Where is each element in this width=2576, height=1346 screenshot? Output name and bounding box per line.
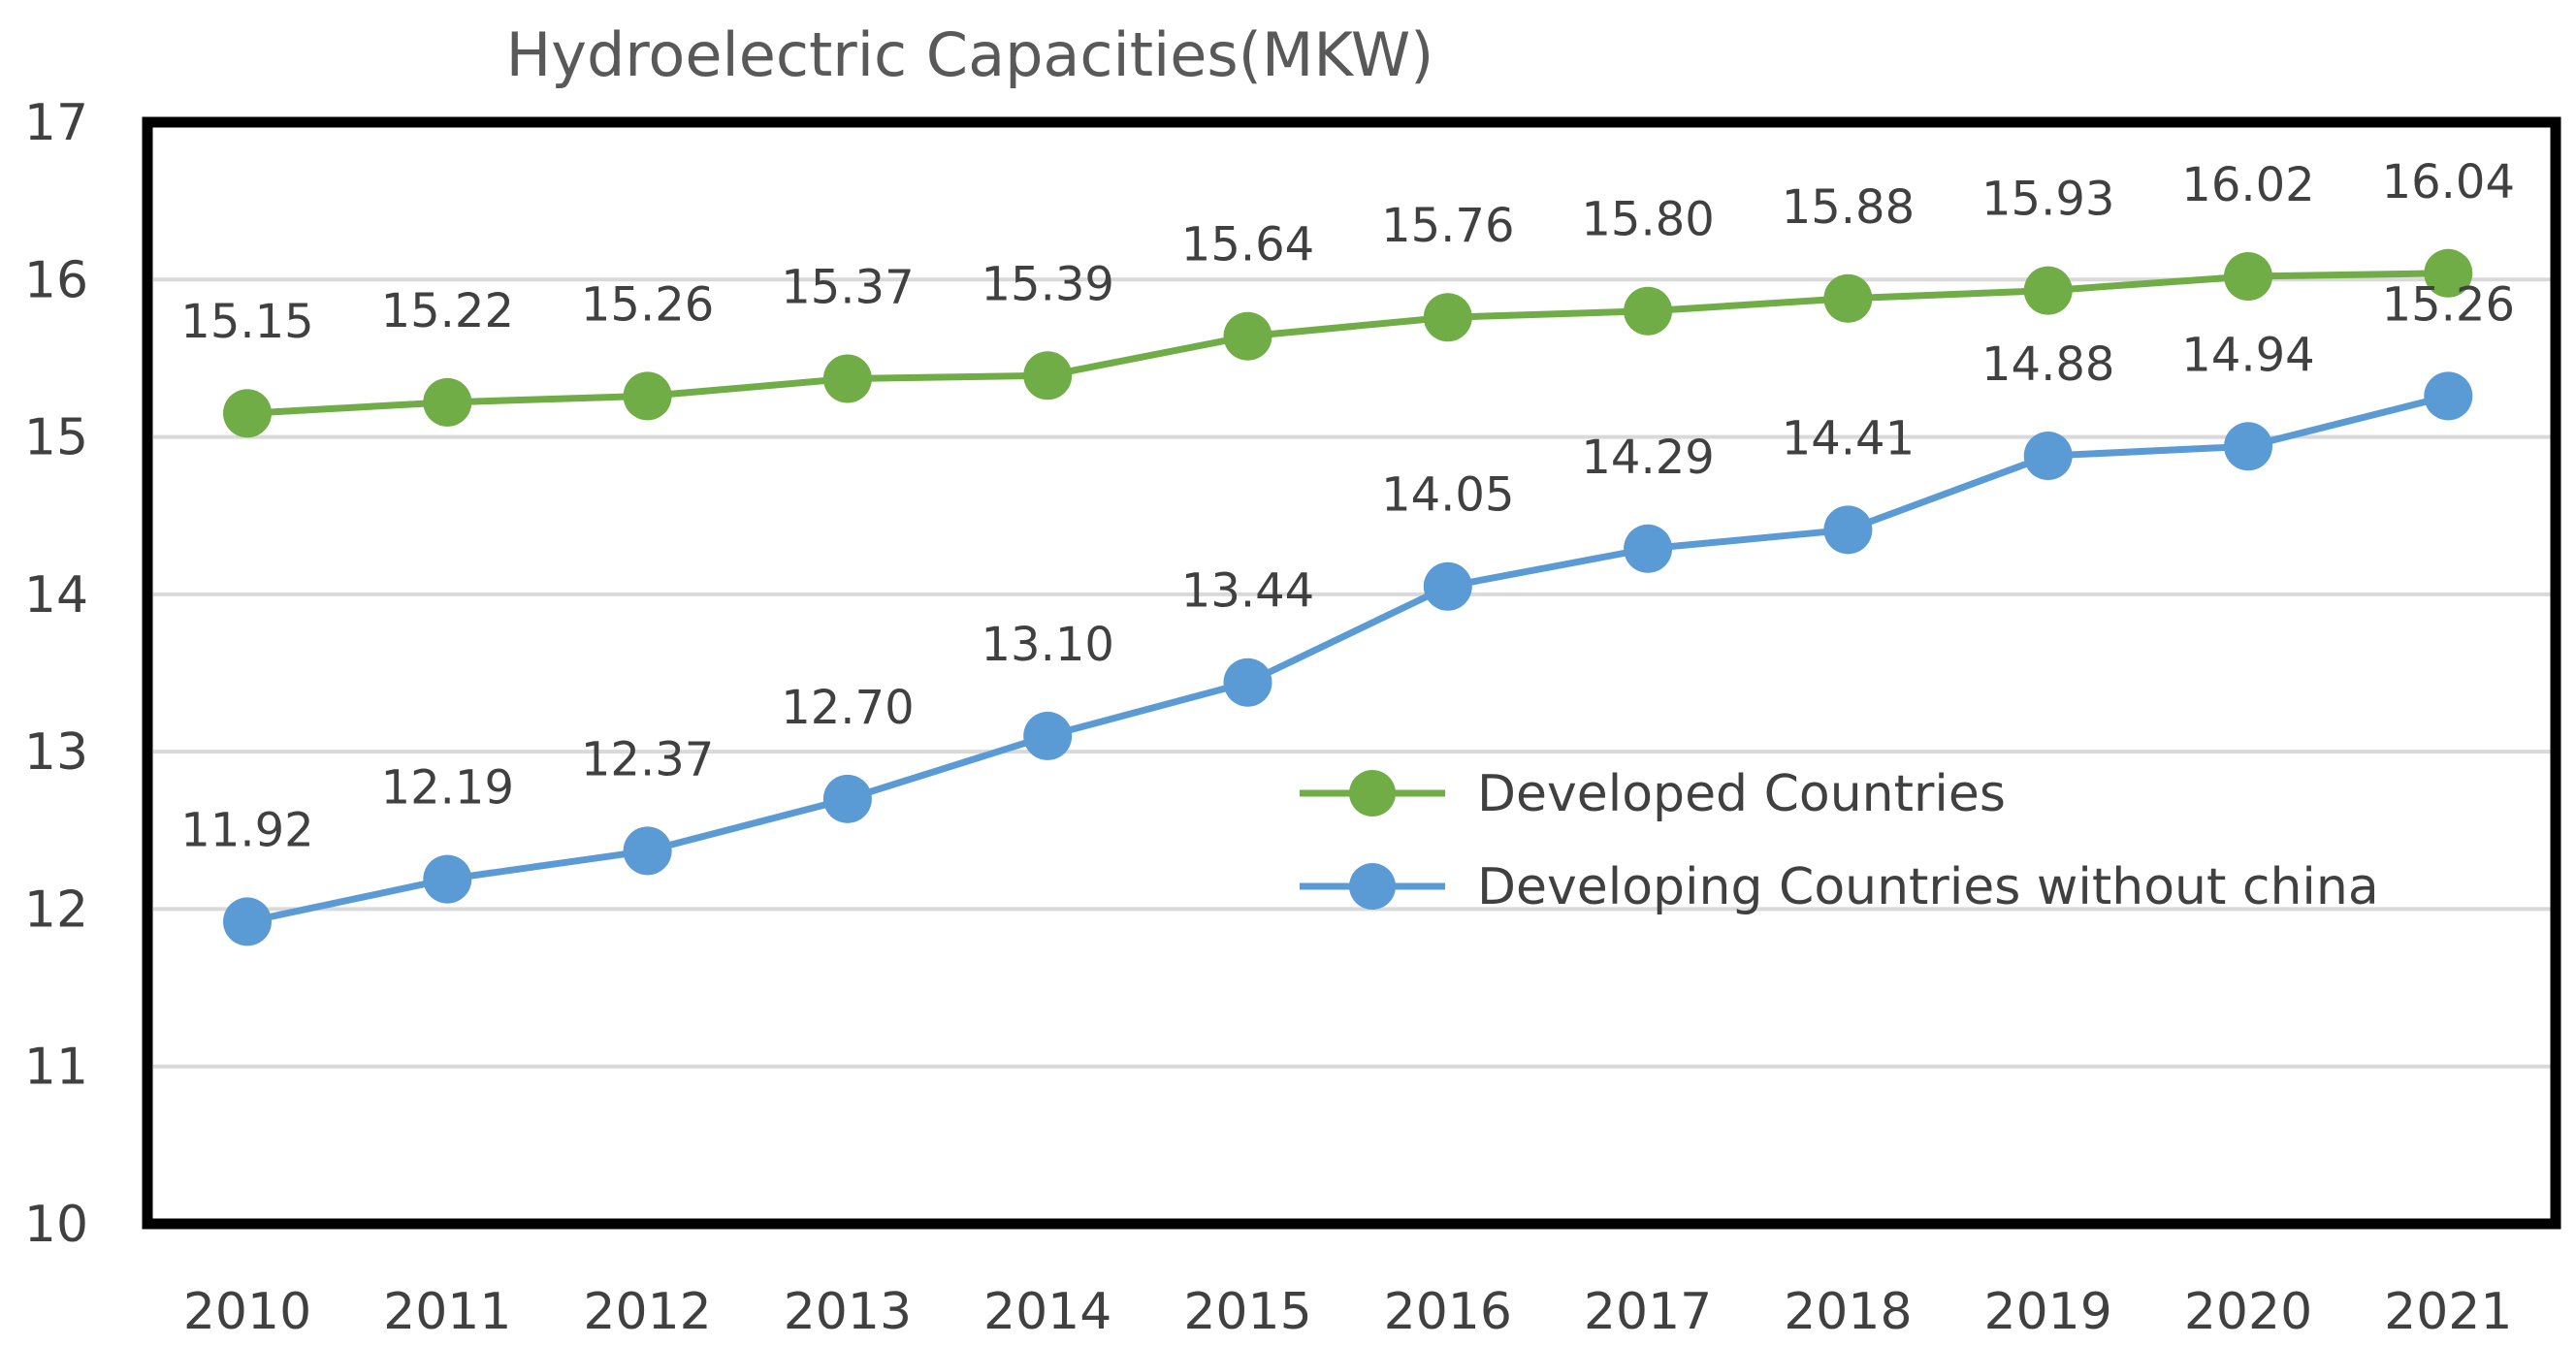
data-label: 11.92 bbox=[180, 803, 313, 857]
data-label: 14.88 bbox=[1981, 337, 2114, 392]
data-point bbox=[1023, 351, 1073, 401]
chart-title: Hydroelectric Capacities(MKW) bbox=[506, 19, 1434, 90]
data-label: 16.04 bbox=[2382, 155, 2515, 209]
x-tick-label: 2016 bbox=[1384, 1283, 1512, 1341]
data-label: 13.44 bbox=[1181, 564, 1314, 619]
data-point bbox=[423, 377, 472, 427]
y-tick-label: 15 bbox=[24, 409, 88, 467]
x-tick-label: 2018 bbox=[1784, 1283, 1912, 1341]
y-tick-label: 13 bbox=[24, 723, 88, 782]
data-label: 14.41 bbox=[1782, 411, 1915, 465]
data-label: 15.88 bbox=[1782, 180, 1915, 235]
data-point bbox=[2424, 371, 2473, 421]
data-point bbox=[1823, 505, 1873, 555]
data-label: 15.80 bbox=[1581, 193, 1714, 247]
data-point bbox=[1423, 293, 1472, 342]
data-point bbox=[2224, 252, 2272, 302]
data-label: 12.19 bbox=[381, 761, 514, 816]
x-tick-label: 2017 bbox=[1584, 1283, 1712, 1341]
plot-area-border bbox=[142, 116, 2561, 1230]
series-layer bbox=[223, 248, 2473, 946]
data-point bbox=[623, 371, 672, 421]
data-point bbox=[2424, 248, 2473, 298]
x-tick-label: 2014 bbox=[983, 1283, 1111, 1341]
data-label: 14.94 bbox=[2181, 328, 2314, 382]
legend-marker-1 bbox=[1349, 863, 1396, 910]
data-point bbox=[1624, 524, 1673, 573]
data-label: 15.37 bbox=[781, 261, 914, 315]
y-axis-ticks: 10 11 12 13 14 15 16 17 bbox=[24, 94, 88, 1254]
series-line-1 bbox=[246, 392, 2450, 925]
y-tick-label: 11 bbox=[24, 1039, 88, 1097]
data-point bbox=[423, 854, 472, 904]
x-tick-label: 2012 bbox=[583, 1283, 711, 1341]
legend-label-1: Developing Countries without china bbox=[1477, 858, 2379, 916]
x-tick-label: 2019 bbox=[1984, 1283, 2112, 1341]
x-tick-label: 2011 bbox=[383, 1283, 511, 1341]
x-axis-ticks: 2010 2011 2012 2013 2014 2015 2016 2017 2018 2019… bbox=[183, 1283, 2513, 1341]
y-tick-label: 17 bbox=[24, 94, 88, 152]
data-label: 15.76 bbox=[1381, 199, 1514, 253]
legend-label-0: Developed Countries bbox=[1477, 765, 2006, 823]
x-tick-label: 2010 bbox=[183, 1283, 311, 1341]
x-tick-label: 2015 bbox=[1183, 1283, 1311, 1341]
data-point bbox=[2023, 266, 2073, 315]
y-tick-label: 10 bbox=[24, 1196, 88, 1254]
x-tick-label: 2013 bbox=[784, 1283, 912, 1341]
data-point bbox=[223, 389, 272, 438]
data-label: 15.26 bbox=[581, 277, 714, 332]
data-label: 12.70 bbox=[781, 681, 914, 735]
data-point bbox=[2224, 422, 2272, 471]
gridlines bbox=[153, 277, 2551, 1069]
y-tick-label: 14 bbox=[24, 566, 88, 625]
data-label: 15.93 bbox=[1981, 173, 2114, 227]
data-label: 13.10 bbox=[981, 618, 1113, 672]
y-tick-label: 16 bbox=[24, 251, 88, 309]
data-point bbox=[623, 826, 672, 876]
data-point bbox=[1223, 311, 1272, 361]
data-point bbox=[223, 897, 272, 946]
data-point bbox=[1823, 273, 1873, 323]
data-point bbox=[822, 354, 872, 403]
x-tick-label: 2021 bbox=[2384, 1283, 2512, 1341]
legend-marker-0 bbox=[1349, 770, 1396, 817]
data-point bbox=[1223, 657, 1272, 707]
data-point bbox=[2023, 432, 2073, 481]
data-label: 16.02 bbox=[2181, 158, 2314, 212]
data-label: 15.64 bbox=[1181, 218, 1314, 272]
data-point bbox=[1624, 286, 1673, 336]
legend: Developed Countries Developing Countries … bbox=[1300, 765, 2379, 916]
data-label: 14.29 bbox=[1581, 431, 1714, 485]
x-tick-label: 2020 bbox=[2184, 1283, 2312, 1341]
data-label: 15.39 bbox=[981, 257, 1113, 311]
data-label: 14.05 bbox=[1381, 468, 1514, 523]
data-point bbox=[1423, 561, 1472, 611]
data-label: 15.26 bbox=[2382, 277, 2515, 332]
data-label: 12.37 bbox=[581, 732, 714, 786]
data-labels: 15.15 15.22 15.26 15.37 15.39 15.64 15.76 15.80… bbox=[180, 155, 2515, 858]
data-point bbox=[822, 774, 872, 823]
data-label: 15.15 bbox=[180, 295, 313, 349]
y-tick-label: 12 bbox=[24, 881, 88, 939]
data-label: 15.22 bbox=[381, 284, 514, 338]
data-point bbox=[1023, 711, 1073, 760]
series-line-0 bbox=[246, 270, 2449, 417]
